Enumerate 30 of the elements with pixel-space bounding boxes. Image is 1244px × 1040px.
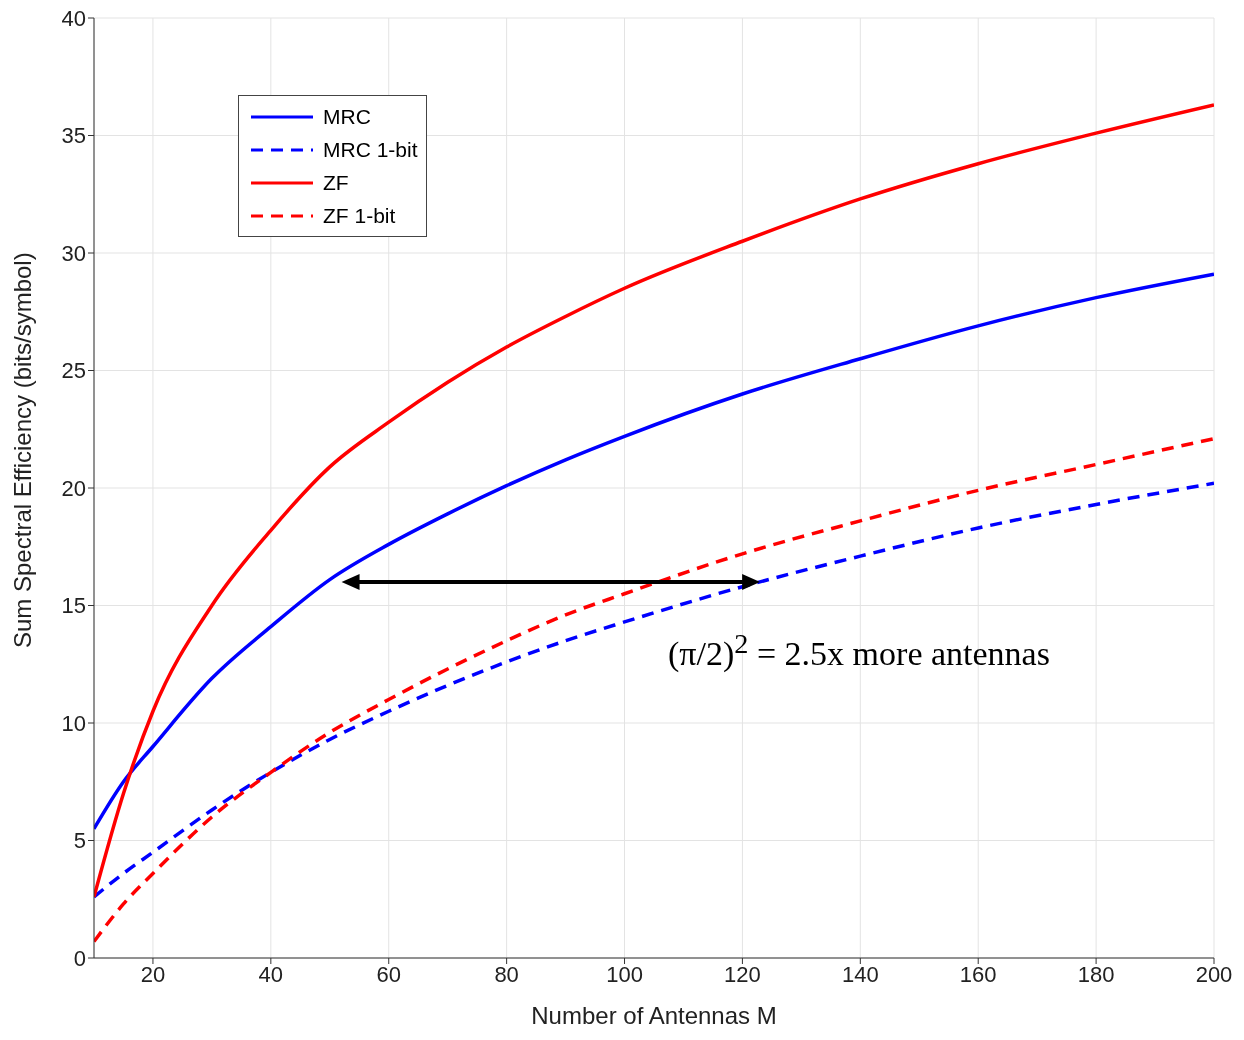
legend-label: ZF 1-bit: [323, 203, 396, 228]
y-axis-title: Sum Spectral Efficiency (bits/symbol): [8, 252, 36, 648]
x-tick-label: 160: [959, 961, 997, 987]
legend-label: MRC: [323, 104, 371, 129]
x-tick-label: 80: [494, 961, 519, 987]
x-tick-label: 180: [1077, 961, 1115, 987]
y-tick-label: 25: [61, 358, 86, 384]
y-tick-label: 0: [73, 945, 86, 971]
x-tick-label: 60: [376, 961, 401, 987]
x-tick-label: 20: [140, 961, 166, 987]
legend-label: MRC 1-bit: [323, 137, 418, 162]
line-series: [94, 103, 1214, 899]
y-tick-label: 20: [61, 475, 86, 501]
y-tick-label: 40: [61, 5, 86, 31]
x-tick-label: 100: [606, 961, 643, 987]
legend-label: ZF: [323, 170, 349, 195]
y-tick-label: 30: [61, 240, 86, 266]
y-tick-label: 35: [61, 123, 86, 149]
y-tick-label: 5: [73, 828, 86, 854]
x-tick-label: 200: [1195, 961, 1233, 987]
line-series: [94, 272, 1214, 831]
x-tick-label: 120: [724, 961, 761, 987]
x-tick-label: 140: [841, 961, 879, 987]
y-tick-label: 15: [61, 593, 86, 619]
x-axis-title: Number of Antennas M: [531, 1002, 777, 1029]
y-tick-label: 10: [61, 710, 86, 736]
annotation: (π/2)$^{2}$ = 2.5x more antennas: [668, 628, 1050, 674]
line-series: [94, 436, 1214, 944]
x-tick-label: 40: [258, 961, 284, 987]
line-series: [94, 481, 1214, 899]
